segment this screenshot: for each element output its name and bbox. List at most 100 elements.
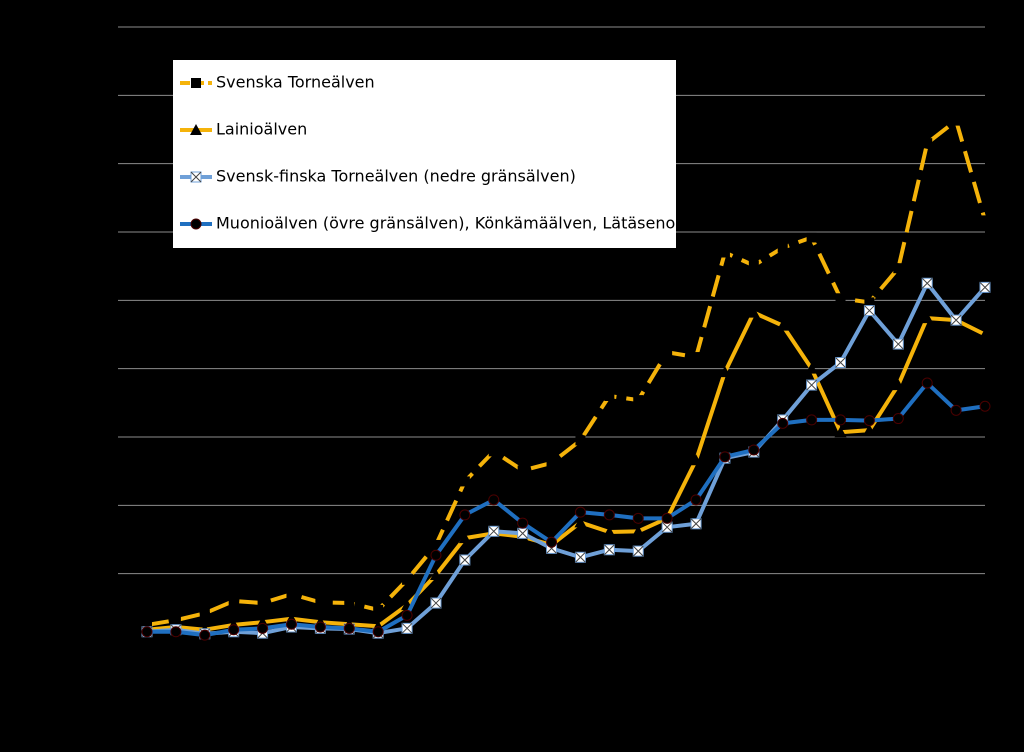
- marker: [777, 242, 788, 253]
- marker: [575, 435, 586, 446]
- marker: [603, 544, 615, 556]
- legend: Svenska Torneälven Lainioälven Svensk-fins…: [173, 60, 676, 248]
- marker: [835, 293, 846, 304]
- marker: [719, 247, 730, 258]
- marker: [979, 281, 991, 293]
- marker: [632, 525, 645, 537]
- marker: [806, 414, 818, 426]
- y-tick-label: 6: [100, 222, 110, 241]
- legend-label: Lainioälven: [216, 120, 307, 139]
- marker: [980, 215, 990, 226]
- marker: [661, 521, 673, 533]
- marker: [805, 362, 818, 374]
- series-line: [147, 381, 986, 638]
- marker: [892, 413, 904, 425]
- marker: [950, 404, 962, 416]
- marker: [863, 305, 875, 317]
- marker: [632, 512, 644, 524]
- legend-box: [173, 60, 676, 248]
- y-tick-label: 1: [100, 563, 110, 582]
- marker-x: [690, 518, 702, 530]
- marker: [517, 527, 529, 539]
- marker: [199, 629, 211, 641]
- marker: [285, 618, 297, 630]
- marker: [806, 232, 817, 243]
- marker: [372, 626, 384, 638]
- marker: [835, 357, 847, 369]
- marker: [402, 574, 413, 585]
- marker: [834, 426, 847, 438]
- marker: [373, 604, 384, 615]
- marker: [921, 377, 933, 389]
- legend-label: Svenska Torneälven: [216, 73, 375, 92]
- marker-x: [806, 379, 817, 391]
- marker: [315, 597, 326, 608]
- marker: [979, 400, 991, 412]
- y-tick-label: 9: [100, 17, 110, 36]
- marker-x: [603, 544, 615, 556]
- marker: [458, 532, 471, 544]
- marker: [430, 549, 442, 561]
- marker: [401, 609, 413, 621]
- y-tick-label: 5: [100, 290, 110, 309]
- marker: [343, 622, 355, 634]
- marker-x: [892, 338, 904, 350]
- marker: [190, 171, 202, 183]
- marker: [892, 338, 904, 350]
- marker: [864, 297, 875, 308]
- marker: [344, 598, 355, 609]
- marker-x: [835, 357, 846, 368]
- marker-x: [632, 545, 644, 557]
- marker: [603, 525, 616, 537]
- marker: [633, 395, 644, 406]
- marker-x: [921, 277, 933, 289]
- marker: [806, 379, 818, 391]
- marker: [170, 615, 181, 626]
- marker: [951, 115, 962, 126]
- marker: [863, 424, 876, 436]
- marker-x: [459, 554, 471, 566]
- marker: [546, 457, 557, 468]
- marker: [632, 545, 644, 557]
- marker-x: [979, 281, 991, 293]
- y-tick-label: 4: [100, 358, 110, 377]
- marker: [690, 494, 702, 506]
- marker: [190, 124, 202, 135]
- marker: [459, 509, 471, 521]
- marker: [892, 379, 905, 391]
- marker-x: [950, 314, 962, 326]
- marker-x: [517, 527, 529, 539]
- legend-label: Svensk-finska Torneälven (nedre gränsälv…: [216, 167, 576, 186]
- marker: [921, 312, 934, 324]
- marker: [430, 539, 441, 550]
- marker: [690, 518, 702, 530]
- marker-x: [430, 597, 442, 609]
- marker-x: [190, 171, 202, 183]
- marker: [141, 626, 153, 638]
- marker: [603, 509, 615, 521]
- marker: [257, 622, 269, 634]
- marker: [191, 78, 201, 88]
- marker-x: [661, 521, 673, 533]
- marker: [517, 517, 529, 529]
- marker: [546, 536, 558, 548]
- marker-x: [401, 622, 413, 634]
- marker: [748, 260, 759, 271]
- marker: [719, 451, 731, 463]
- marker: [574, 506, 586, 518]
- marker: [950, 314, 962, 326]
- marker: [662, 347, 673, 358]
- marker: [286, 589, 297, 600]
- marker: [228, 624, 240, 636]
- y-tick-label: 3: [100, 427, 110, 446]
- marker: [488, 446, 499, 457]
- marker: [488, 525, 500, 537]
- marker: [488, 494, 500, 506]
- marker: [574, 516, 587, 528]
- marker: [430, 597, 442, 609]
- marker: [835, 414, 847, 426]
- series-line: [146, 281, 987, 636]
- marker: [459, 554, 471, 566]
- marker: [517, 465, 528, 476]
- legend-label: Muonioälven (övre gränsälven), Könkämääl…: [216, 214, 675, 233]
